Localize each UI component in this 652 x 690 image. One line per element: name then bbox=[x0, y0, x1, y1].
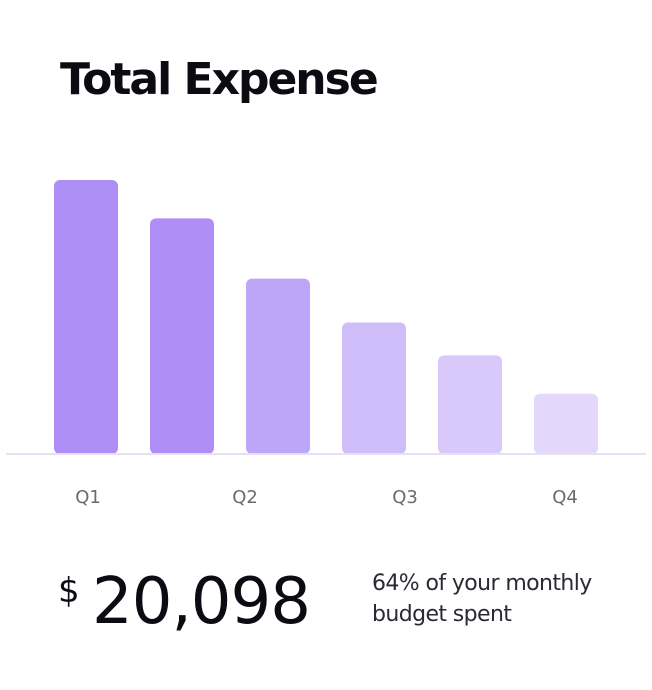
total-amount: 20,098 bbox=[92, 565, 311, 639]
budget-note-line-2: budget spent bbox=[372, 602, 512, 627]
currency-symbol: $ bbox=[58, 571, 80, 611]
x-tick-labels: Q1 Q2 Q3 Q4 bbox=[75, 487, 578, 508]
bar-2 bbox=[150, 218, 214, 454]
x-tick-label-q2: Q2 bbox=[232, 487, 258, 508]
chart-svg: Q1 Q2 Q3 Q4 bbox=[6, 180, 646, 508]
expense-summary: $ 20,098 64% of your monthly budget spen… bbox=[58, 560, 638, 650]
bars-group bbox=[54, 180, 598, 454]
card-title: Total Expense bbox=[60, 54, 379, 105]
budget-note-line-1: 64% of your monthly bbox=[372, 571, 592, 596]
bar-5 bbox=[438, 355, 502, 454]
x-tick-label-q4: Q4 bbox=[552, 487, 578, 508]
bar-1 bbox=[54, 180, 118, 454]
expense-bar-chart: Q1 Q2 Q3 Q4 bbox=[0, 150, 652, 530]
budget-note: 64% of your monthly budget spent bbox=[372, 568, 642, 630]
bar-3 bbox=[246, 278, 310, 454]
bar-4 bbox=[342, 322, 406, 454]
bar-6 bbox=[534, 393, 598, 454]
x-tick-label-q3: Q3 bbox=[392, 487, 418, 508]
x-tick-label-q1: Q1 bbox=[75, 487, 101, 508]
